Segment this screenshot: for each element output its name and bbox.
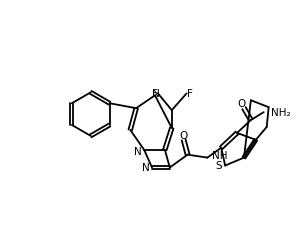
- Text: S: S: [215, 160, 222, 171]
- Text: NH: NH: [212, 151, 228, 161]
- Text: N: N: [142, 162, 150, 173]
- Text: O: O: [238, 99, 246, 109]
- Text: F: F: [187, 89, 192, 99]
- Text: O: O: [180, 131, 188, 141]
- Text: N: N: [134, 147, 142, 157]
- Text: F: F: [152, 89, 158, 99]
- Text: NH₂: NH₂: [271, 108, 290, 118]
- Text: N: N: [152, 89, 160, 99]
